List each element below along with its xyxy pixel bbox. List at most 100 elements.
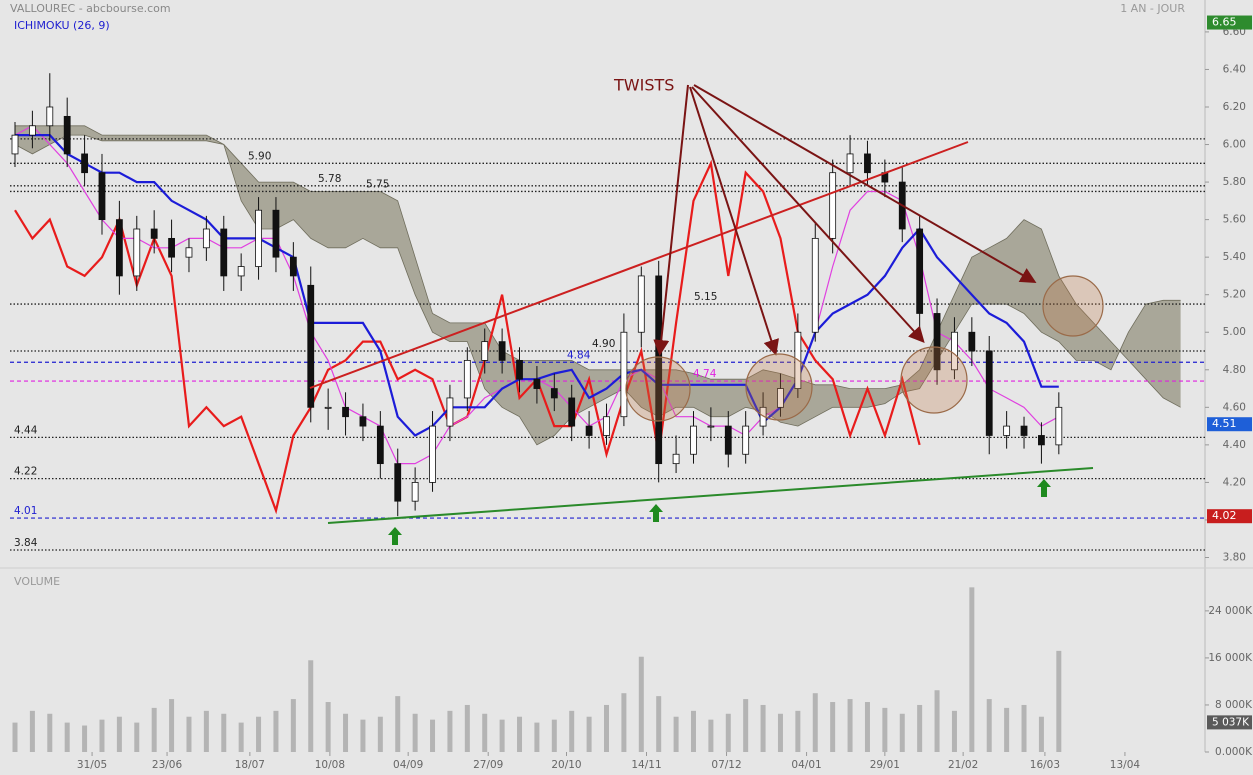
trend-line (309, 141, 969, 389)
candle-body (63, 115, 71, 155)
x-tick-label: 10/08 (315, 759, 345, 771)
chart-title: VALLOUREC - abcbourse.com (10, 2, 171, 15)
arrow (693, 84, 1037, 284)
level-label: 5.75 (366, 178, 389, 190)
cloud-edge (14, 134, 1181, 446)
volume-bar (273, 710, 279, 752)
candle-body (655, 275, 663, 465)
candle-body (690, 425, 697, 455)
level-label: 4.90 (592, 338, 615, 350)
volume-bar (99, 719, 105, 752)
volume-bar (917, 704, 923, 752)
volume-bar (430, 719, 436, 752)
volume-title: VOLUME (14, 575, 60, 588)
candle-body (550, 388, 558, 399)
volume-bar (551, 719, 557, 752)
volume-bar (290, 699, 296, 752)
volume-bar (760, 704, 766, 752)
y-tick-label: 4.60 (1223, 401, 1246, 413)
volume-bar (377, 716, 383, 752)
candle-body (672, 453, 680, 465)
volume-bar (569, 710, 575, 752)
candle-body (168, 237, 175, 258)
volume-bar (203, 710, 209, 752)
candle-body (394, 463, 402, 502)
candle-body (11, 134, 19, 155)
volume-bar (395, 696, 401, 752)
volume-tag: 5 037K (1212, 716, 1250, 728)
price-tag-box (1207, 417, 1252, 432)
candle-body (724, 425, 732, 455)
candle-body (28, 125, 36, 136)
x-tick-label: 23/06 (152, 759, 183, 771)
candle-body (150, 228, 158, 239)
volume-bar (1021, 704, 1027, 752)
volume-bar (29, 710, 35, 752)
trend-line (327, 467, 1094, 524)
volume-bar (534, 722, 540, 752)
volume-bar (743, 699, 749, 752)
volume-bar (116, 716, 122, 752)
volume-bar (795, 710, 801, 752)
volume-bar (47, 713, 53, 752)
level-label: 4.84 (567, 349, 591, 361)
up-arrow (388, 527, 402, 545)
candles-layer (11, 73, 1063, 517)
y-tick-label: 6.20 (1223, 101, 1246, 113)
price-tag: 4.02 (1212, 509, 1237, 522)
level-label: 4.74 (693, 368, 717, 380)
candle-body (255, 209, 262, 267)
up-arrow (1037, 479, 1051, 497)
level-label: 3.84 (14, 537, 38, 549)
volume-bar (151, 707, 157, 752)
x-tick-label: 04/09 (393, 759, 423, 771)
candle-body (446, 397, 454, 427)
candle-body (289, 256, 297, 277)
volume-layer (12, 587, 1062, 752)
candle-body (115, 219, 123, 277)
x-tick-label: 04/01 (791, 759, 821, 771)
volume-bar (169, 699, 175, 752)
volume-bar (1038, 716, 1044, 752)
arrow (691, 86, 925, 343)
volume-bar (951, 710, 957, 752)
volume-bar (256, 716, 262, 752)
x-tick-label: 18/07 (235, 759, 265, 771)
y-tick-label: 6.40 (1223, 63, 1246, 75)
candle-body (620, 331, 628, 418)
candle-body (376, 425, 384, 465)
candle-body (933, 313, 941, 371)
level-label: 5.90 (248, 150, 271, 162)
price-tag: 6.65 (1212, 16, 1237, 29)
volume-bar (638, 656, 644, 752)
indicator-label: ICHIMOKU (26, 9) (14, 19, 110, 32)
candle-body (324, 406, 332, 409)
annotation: TWISTS (613, 76, 674, 95)
candle-body (742, 425, 750, 455)
volume-bar (586, 716, 592, 752)
volume-bar (64, 722, 70, 752)
candle-body (307, 284, 315, 408)
twist-circles (625, 275, 1104, 422)
price-tag-box (1207, 15, 1252, 30)
volume-bar (517, 716, 523, 752)
volume-bar (482, 713, 488, 752)
y-tick-label: 4.80 (1223, 364, 1246, 376)
candle-body (98, 172, 106, 221)
volume-bar (134, 722, 140, 752)
x-tick-label: 27/09 (473, 759, 503, 771)
y-tick-label: 5.20 (1223, 289, 1246, 301)
candle-body (916, 228, 924, 314)
candle-body (985, 350, 993, 436)
volume-bar (308, 660, 314, 752)
volume-bar (690, 710, 696, 752)
volume-bar (847, 699, 853, 752)
x-tick-label: 13/04 (1110, 759, 1141, 771)
level-label: 4.22 (14, 466, 37, 478)
candle-body (1055, 406, 1063, 446)
volume-y-tick-label: 16 000K (1208, 652, 1253, 664)
volume-bar (604, 704, 609, 752)
candle-body (829, 172, 837, 239)
candle-body (1020, 425, 1028, 436)
